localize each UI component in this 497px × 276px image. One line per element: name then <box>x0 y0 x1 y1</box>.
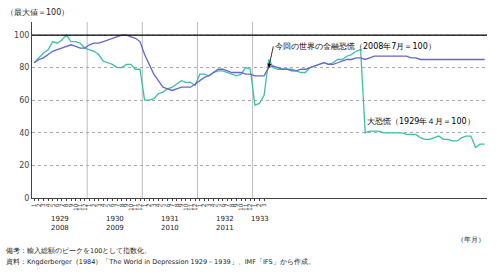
svg-text:2: 2 <box>255 203 262 207</box>
svg-text:今回の世界の金融恐慌（2008年7月＝100）: 今回の世界の金融恐慌（2008年7月＝100） <box>275 42 436 51</box>
svg-text:9: 9 <box>122 203 129 207</box>
svg-text:20: 20 <box>19 161 29 170</box>
svg-text:5: 5 <box>214 203 221 207</box>
svg-text:1: 1 <box>196 203 203 207</box>
svg-text:7: 7 <box>113 203 120 207</box>
svg-text:5: 5 <box>49 203 56 207</box>
svg-text:12: 12 <box>191 203 198 211</box>
svg-text:19292008: 19292008 <box>51 215 69 232</box>
svg-text:11: 11 <box>187 203 194 211</box>
svg-text:6: 6 <box>219 203 226 207</box>
svg-text:3: 3 <box>205 203 212 207</box>
svg-text:6: 6 <box>108 203 115 207</box>
svg-text:大恐慌（1929年４月＝100）: 大恐慌（1929年４月＝100） <box>367 117 475 126</box>
svg-text:備考：輸入総額のピークを100として指数化。: 備考：輸入総額のピークを100として指数化。 <box>6 247 151 255</box>
svg-text:10: 10 <box>182 203 189 211</box>
svg-text:5: 5 <box>159 203 166 207</box>
svg-text:資料：Kngderberger（1984）「The Worl: 資料：Kngderberger（1984）「The World in Depre… <box>6 258 315 266</box>
svg-text:1: 1 <box>141 203 148 207</box>
svg-text:11: 11 <box>131 203 138 211</box>
svg-text:19302009: 19302009 <box>106 215 124 232</box>
svg-text:5: 5 <box>104 203 111 207</box>
svg-text:1: 1 <box>30 203 37 207</box>
svg-text:4: 4 <box>209 203 216 207</box>
svg-text:10: 10 <box>237 203 244 211</box>
svg-text:10: 10 <box>72 203 79 211</box>
svg-text:2: 2 <box>90 203 97 207</box>
svg-text:7: 7 <box>223 203 230 207</box>
svg-text:19322011: 19322011 <box>216 215 234 232</box>
svg-text:3: 3 <box>95 203 102 207</box>
svg-text:12: 12 <box>81 203 88 211</box>
svg-text:12: 12 <box>136 203 143 211</box>
svg-text:1: 1 <box>85 203 92 207</box>
svg-text:4: 4 <box>154 203 161 207</box>
svg-text:4: 4 <box>44 203 51 207</box>
svg-text:8: 8 <box>228 203 235 207</box>
svg-text:9: 9 <box>67 203 74 207</box>
svg-text:100: 100 <box>14 31 29 40</box>
svg-text:3: 3 <box>39 203 46 207</box>
svg-text:（最大値＝100）: （最大値＝100） <box>6 8 69 17</box>
svg-text:1: 1 <box>251 203 258 207</box>
svg-text:8: 8 <box>118 203 125 207</box>
svg-text:3: 3 <box>260 203 267 207</box>
svg-text:10: 10 <box>127 203 134 211</box>
svg-text:9: 9 <box>232 203 239 207</box>
svg-text:60: 60 <box>19 96 29 105</box>
svg-text:40: 40 <box>19 129 29 138</box>
svg-text:（年月）: （年月） <box>457 236 485 244</box>
svg-text:2: 2 <box>35 203 42 207</box>
svg-text:19312010: 19312010 <box>161 215 179 232</box>
svg-text:8: 8 <box>62 203 69 207</box>
svg-text:0: 0 <box>24 194 29 203</box>
svg-text:80: 80 <box>19 63 29 72</box>
svg-text:6: 6 <box>164 203 171 207</box>
svg-text:7: 7 <box>58 203 65 207</box>
svg-text:7: 7 <box>168 203 175 207</box>
svg-text:9: 9 <box>177 203 184 207</box>
svg-text:6: 6 <box>53 203 60 207</box>
svg-text:1933: 1933 <box>251 215 269 223</box>
svg-text:2: 2 <box>200 203 207 207</box>
svg-text:4: 4 <box>99 203 106 207</box>
svg-text:11: 11 <box>76 203 83 211</box>
svg-text:11: 11 <box>242 203 249 211</box>
svg-text:12: 12 <box>246 203 253 211</box>
svg-text:2: 2 <box>145 203 152 207</box>
svg-text:8: 8 <box>173 203 180 207</box>
svg-text:3: 3 <box>150 203 157 207</box>
